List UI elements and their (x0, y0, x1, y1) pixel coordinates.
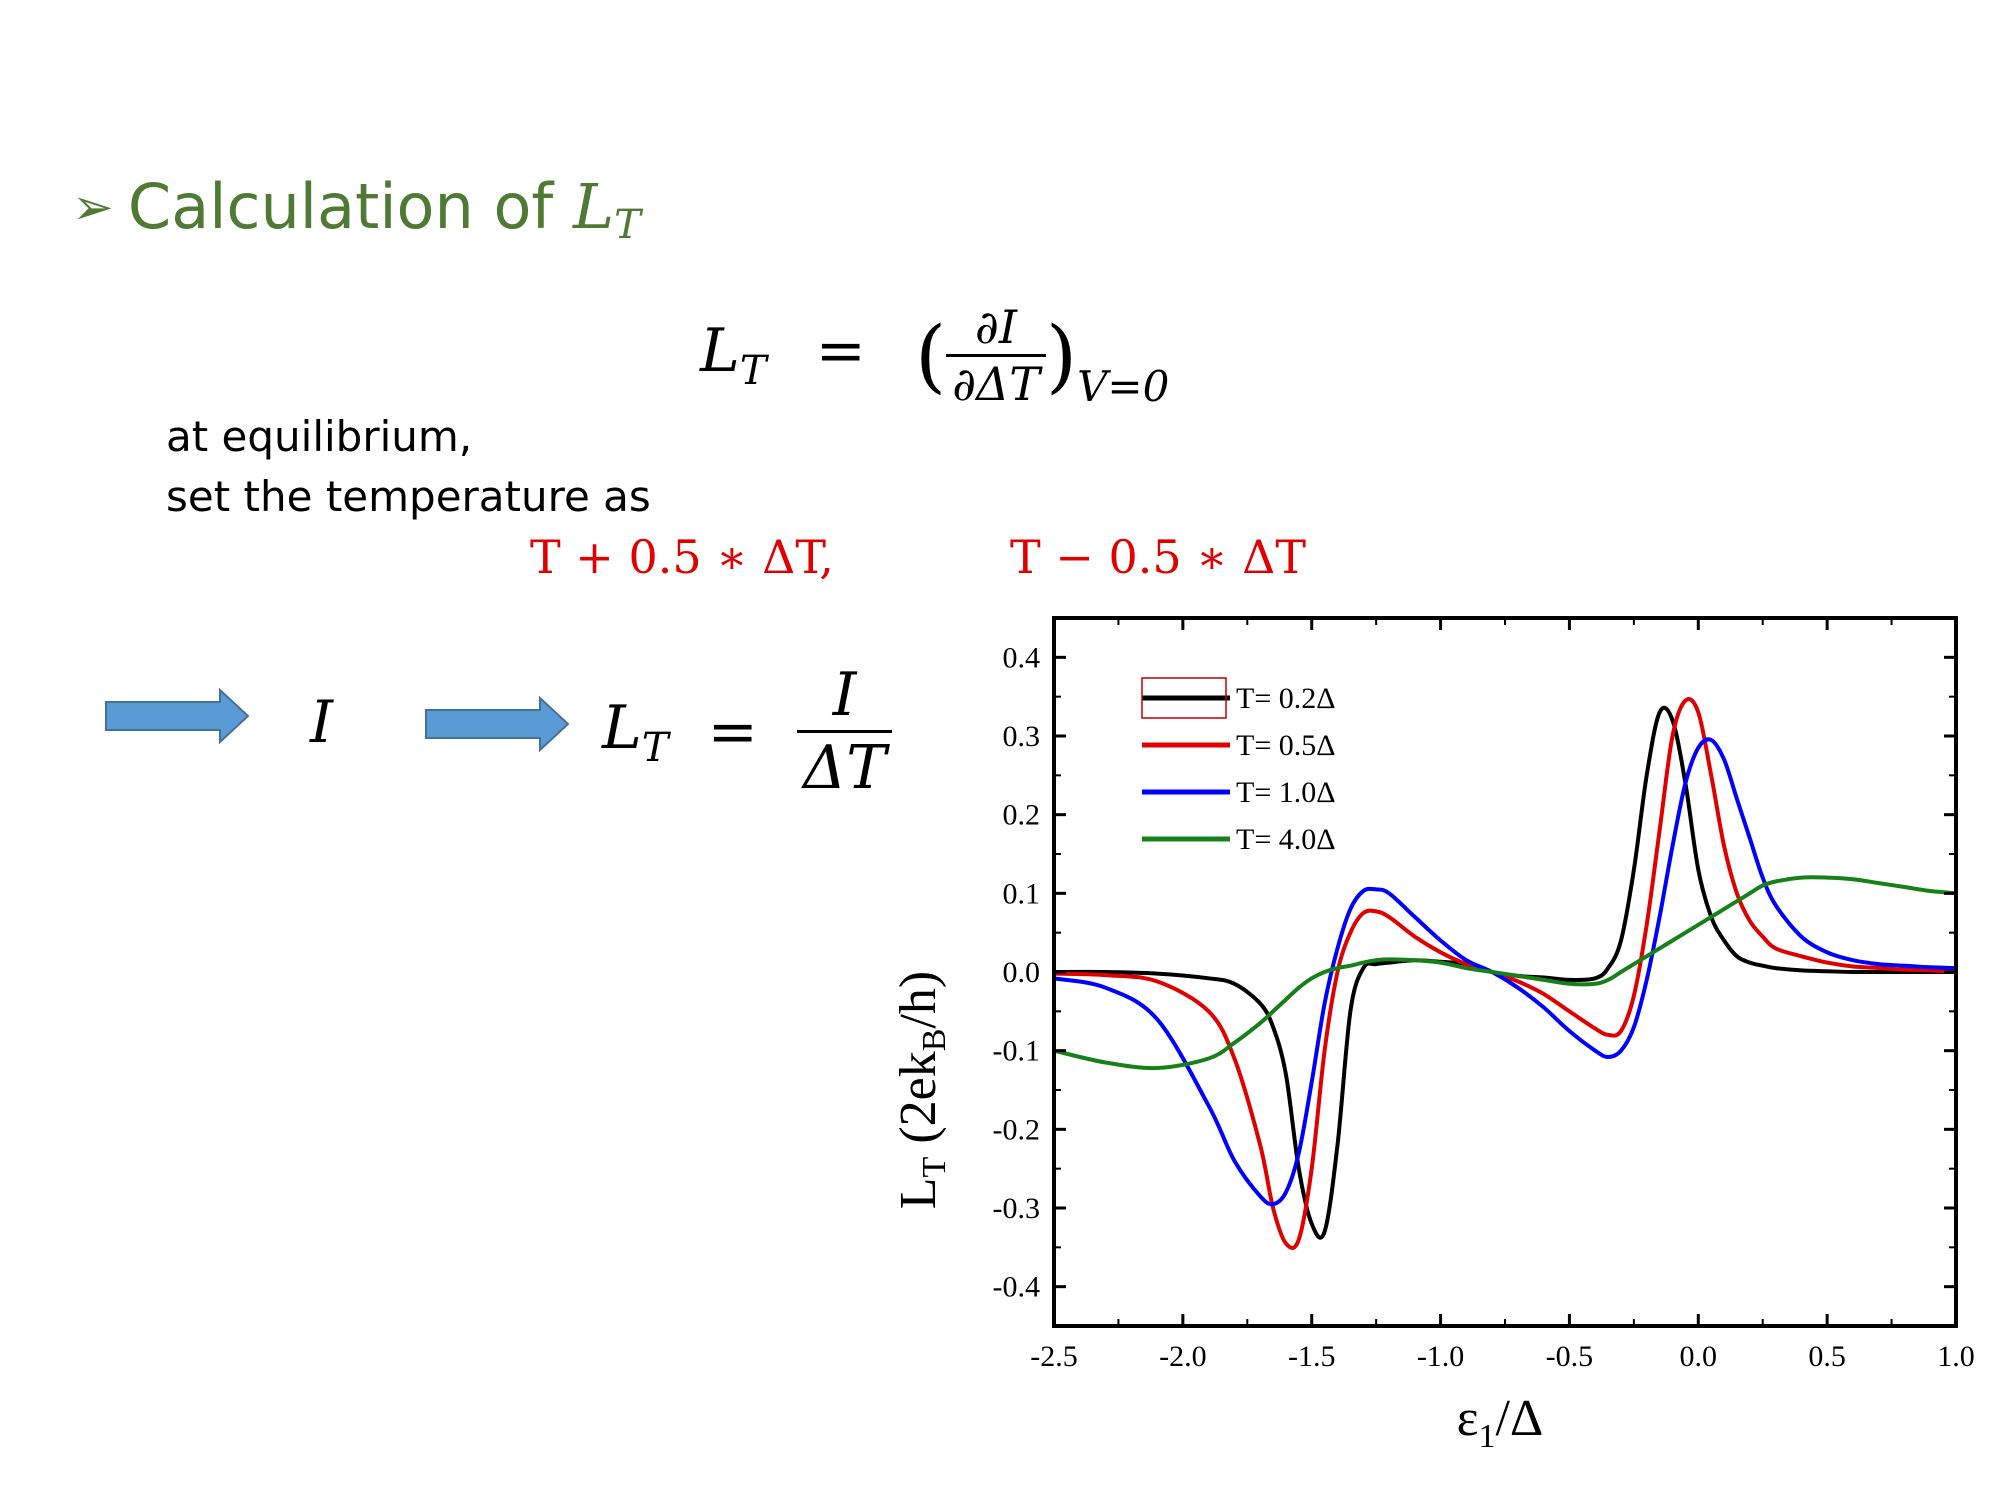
right-arrow-icon (425, 696, 570, 752)
result-denominator: ΔT (802, 733, 887, 803)
x-tick-label: -2.5 (1030, 1340, 1078, 1373)
result-numerator: I (796, 660, 893, 733)
series-line-4 (1054, 875, 1956, 1071)
y-tick-label: -0.2 (993, 1113, 1041, 1146)
x-tick-label: 1.0 (1937, 1340, 1975, 1373)
right-arrow-icon (105, 688, 250, 744)
definition-equation: LT = (∂I ∂ΔT)V=0 (700, 300, 1170, 412)
y-tick-label: -0.4 (993, 1271, 1041, 1304)
y-tick-label: -0.3 (993, 1192, 1041, 1225)
result-fraction: I ΔT (796, 660, 893, 803)
legend-label: T= 0.2Δ (1236, 682, 1336, 715)
x-tick-label: -1.0 (1417, 1340, 1465, 1373)
current-symbol: I (310, 688, 333, 756)
legend-label: T= 4.0Δ (1236, 823, 1336, 856)
result-equals: = (707, 696, 758, 767)
text-set-temperature: set the temperature as (166, 472, 651, 521)
y-tick-label: 0.4 (1003, 641, 1041, 674)
eq-lhs-sub: T (739, 348, 767, 395)
series-line-3 (1054, 737, 1956, 1207)
y-tick-label: 0.1 (1003, 877, 1041, 910)
y-axis-label: LT (2ekB/h) (890, 971, 953, 1209)
eq-numerator: ∂I (946, 300, 1046, 357)
result-lhs: L (602, 692, 642, 763)
x-tick-label: -1.5 (1288, 1340, 1336, 1373)
slide-title: ➢ Calculation of LT (72, 170, 641, 248)
x-tick-label: 0.0 (1680, 1340, 1718, 1373)
eq-denominator: ∂ΔT (952, 357, 1040, 411)
y-tick-label: -0.1 (993, 1035, 1041, 1068)
x-tick-label: 0.5 (1808, 1340, 1846, 1373)
legend-label: T= 1.0Δ (1236, 776, 1336, 809)
result-equation: LT = I ΔT (602, 660, 893, 803)
x-tick-label: -2.0 (1159, 1340, 1207, 1373)
y-tick-label: 0.3 (1003, 720, 1041, 753)
eq-paren-right: ) (1045, 309, 1078, 402)
title-text: Calculation of (127, 170, 573, 243)
series-line-2 (1054, 697, 1956, 1251)
x-tick-label: -0.5 (1546, 1340, 1594, 1373)
title-symbol-sub: T (614, 202, 641, 248)
legend-label: T= 0.5Δ (1236, 729, 1336, 762)
temp-plus-expression: T + 0.5 ∗ ΔT, (530, 530, 834, 584)
legend-highlight-box (1141, 677, 1227, 719)
eq-subscript: V=0 (1077, 362, 1170, 412)
arrow-bullet-icon: ➢ (72, 178, 114, 236)
plot-layer: -2.5 -2.0 -1.5 -1.0 -0.5 0.0 0.5 1.0 0.4 0.3 0.2 0.… (993, 616, 1975, 1373)
y-tick-label: 0.2 (1003, 799, 1041, 832)
y-tick-label: 0.0 (1003, 956, 1041, 989)
series-line-1 (1054, 705, 1956, 1240)
eq-lhs: L (700, 316, 740, 387)
lt-chart: -2.5 -2.0 -1.5 -1.0 -0.5 0.0 0.5 1.0 0.4 0.3 0.2 0.… (890, 616, 1975, 1455)
text-equilibrium: at equilibrium, (166, 412, 473, 461)
eq-fraction: ∂I ∂ΔT (946, 300, 1046, 411)
result-lhs-sub: T (641, 724, 669, 771)
eq-paren-left: ( (914, 309, 947, 402)
x-axis-label: ε1/Δ (1457, 1390, 1544, 1455)
eq-equals: = (815, 316, 866, 387)
temp-minus-expression: T − 0.5 ∗ ΔT (1010, 530, 1307, 584)
title-symbol: L (572, 170, 615, 243)
